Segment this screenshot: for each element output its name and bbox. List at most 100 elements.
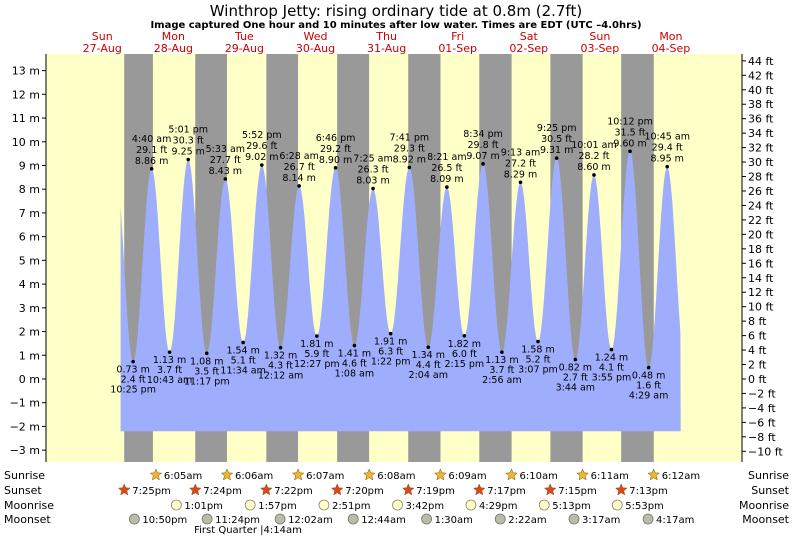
right-tick-label: 2 ft xyxy=(748,359,767,372)
extreme-dot xyxy=(462,334,467,338)
left-tick-label: −2 m xyxy=(10,420,40,433)
low-feet-label: 5.2 ft xyxy=(525,354,550,365)
extreme-dot xyxy=(204,351,209,356)
high-feet-label: 27.7 ft xyxy=(210,155,241,166)
right-tick-label: 26 ft xyxy=(748,185,774,198)
low-feet-label: 3.5 ft xyxy=(194,366,219,377)
left-tick-label: 8 m xyxy=(19,183,40,196)
high-metres-label: 8.86 m xyxy=(135,156,168,167)
high-metres-label: 8.14 m xyxy=(282,173,315,184)
high-feet-label: 29.8 ft xyxy=(468,140,499,151)
low-metres-label: 0.73 m xyxy=(116,365,149,376)
right-tick-label: 8 ft xyxy=(748,315,767,328)
high-metres-label: 8.60 m xyxy=(577,162,610,173)
left-tick-label: −3 m xyxy=(10,444,40,457)
moonset-time: 1:30am xyxy=(435,515,473,526)
moonrise-time: 4:29pm xyxy=(479,501,518,512)
sunset-time: 7:25pm xyxy=(132,486,171,497)
low-feet-label: 4.3 ft xyxy=(268,361,293,372)
low-feet-label: 6.3 ft xyxy=(378,347,403,358)
row-label-left: Moonrise xyxy=(4,499,54,512)
low-feet-label: 2.7 ft xyxy=(563,373,588,384)
left-tick-label: 12 m xyxy=(12,88,40,101)
extreme-dot xyxy=(278,345,283,350)
low-feet-label: 4.1 ft xyxy=(599,363,624,374)
moonset-time: 12:44am xyxy=(361,515,406,526)
low-feet-label: 4.4 ft xyxy=(416,360,441,371)
sunrise-icon xyxy=(647,468,661,481)
high-metres-label: 8.03 m xyxy=(356,175,389,186)
tide-area xyxy=(120,151,681,432)
low-time-label: 2:56 am xyxy=(482,375,521,386)
high-time-label: 5:33 am xyxy=(206,144,245,155)
sunrise-time: 6:09am xyxy=(448,471,486,482)
extreme-dot xyxy=(333,166,338,170)
extreme-dot xyxy=(518,180,523,185)
moonrise-icon xyxy=(318,499,330,511)
left-tick-label: 10 m xyxy=(12,136,40,149)
extreme-dot xyxy=(167,350,172,354)
low-metres-label: 0.82 m xyxy=(559,363,592,374)
low-metres-label: 1.54 m xyxy=(226,345,259,356)
high-time-label: 4:40 am xyxy=(132,134,171,145)
low-time-label: 1:22 pm xyxy=(371,357,411,368)
day-name: Sun xyxy=(589,30,610,43)
sunrise-time: 6:05am xyxy=(164,471,202,482)
sunset-icon xyxy=(117,483,131,496)
low-time-label: 12:12 am xyxy=(258,371,303,382)
left-tick-label: 4 m xyxy=(19,278,40,291)
extreme-dot xyxy=(352,343,357,348)
left-tick-label: 9 m xyxy=(19,159,40,172)
low-metres-label: 1.24 m xyxy=(595,353,628,364)
high-feet-label: 30.3 ft xyxy=(173,136,204,147)
sunset-icon xyxy=(543,483,557,496)
extreme-dot xyxy=(609,347,614,352)
low-time-label: 11:17 pm xyxy=(184,376,230,387)
low-time-label: 11:34 am xyxy=(220,365,265,376)
right-tick-label: −6 ft xyxy=(748,416,776,429)
day-name: Sun xyxy=(92,30,113,43)
moonrise-icon xyxy=(392,499,403,511)
day-date: 30-Aug xyxy=(296,42,335,55)
high-feet-label: 29.4 ft xyxy=(652,143,683,154)
high-feet-label: 29.2 ft xyxy=(320,144,351,155)
low-metres-label: 1.58 m xyxy=(521,344,554,355)
high-metres-label: 9.25 m xyxy=(172,147,205,158)
right-tick-label: 30 ft xyxy=(748,156,774,169)
extreme-dot xyxy=(573,357,578,362)
moonrise-time: 1:57pm xyxy=(258,501,297,512)
day-date: 03-Sep xyxy=(580,42,619,55)
sunrise-icon xyxy=(576,468,589,481)
right-tick-label: 4 ft xyxy=(748,344,767,357)
sunrise-time: 6:10am xyxy=(519,471,557,482)
high-metres-label: 8.92 m xyxy=(393,154,426,165)
moonrise-icon xyxy=(244,499,256,511)
low-feet-label: 4.6 ft xyxy=(342,359,367,370)
left-tick-label: 0 m xyxy=(19,373,40,386)
high-time-label: 6:28 am xyxy=(279,151,318,162)
right-tick-label: 38 ft xyxy=(748,98,774,111)
extreme-dot xyxy=(445,185,449,189)
extreme-dot xyxy=(500,350,504,354)
low-time-label: 4:29 am xyxy=(629,391,668,402)
extreme-dot xyxy=(481,162,485,166)
tide-curve xyxy=(120,151,681,432)
extreme-dot xyxy=(260,163,264,167)
low-metres-label: 1.82 m xyxy=(448,339,481,350)
moonset-icon xyxy=(568,513,580,525)
high-time-label: 5:01 pm xyxy=(168,125,208,136)
high-time-label: 10:12 pm xyxy=(607,116,653,127)
low-time-label: 3:44 am xyxy=(556,383,595,394)
sunset-icon xyxy=(259,483,273,496)
sunrise-icon xyxy=(433,468,447,481)
high-feet-label: 29.6 ft xyxy=(246,141,277,152)
moonrise-icon xyxy=(170,499,182,511)
low-time-label: 12:27 pm xyxy=(294,359,340,370)
low-metres-label: 1.08 m xyxy=(190,356,223,367)
day-date: 04-Sep xyxy=(652,42,691,55)
left-tick-label: 2 m xyxy=(19,326,40,339)
right-tick-label: 22 ft xyxy=(748,214,774,227)
day-headers: Sun27-AugMon28-AugTue29-AugWed30-AugThu3… xyxy=(83,30,691,55)
chart-subtitle: Image captured One hour and 10 minutes a… xyxy=(150,20,641,31)
